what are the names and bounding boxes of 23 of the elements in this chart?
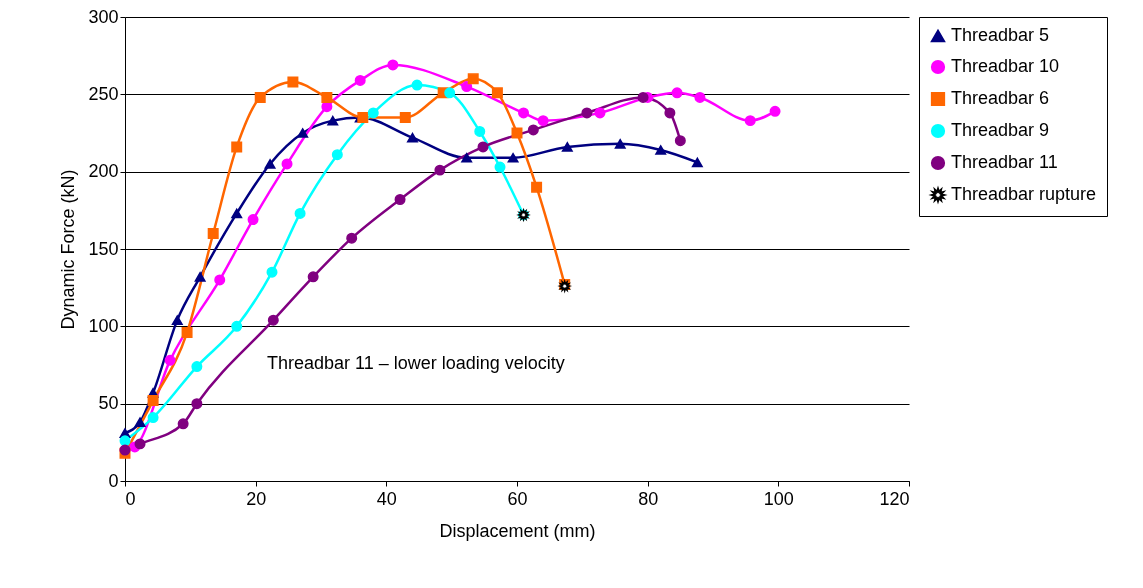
legend-label: Threadbar 6 <box>951 88 1050 108</box>
x-tick-label: 100 <box>763 488 794 509</box>
y-tick-label: 0 <box>108 470 119 491</box>
x-tick-label: 20 <box>246 488 267 509</box>
y-tick-label: 300 <box>88 6 119 27</box>
legend-label: Threadbar 10 <box>951 56 1060 76</box>
x-tick-label: 120 <box>879 488 910 509</box>
y-tick-label: 150 <box>88 238 119 259</box>
legend-label: Threadbar 11 <box>951 152 1058 172</box>
annotation: Threadbar 11 – lower loading velocity <box>267 353 565 373</box>
y-tick-label: 100 <box>88 315 119 336</box>
x-tick-label: 60 <box>507 488 528 509</box>
x-axis-title: Displacement (mm) <box>439 520 596 541</box>
y-axis-title: Dynamic Force (kN) <box>58 169 79 330</box>
x-tick-label: 0 <box>125 488 136 509</box>
y-tick-label: 250 <box>88 83 119 104</box>
y-tick-label: 200 <box>88 161 119 182</box>
legend-label: Threadbar 9 <box>951 120 1050 140</box>
x-tick-label: 80 <box>638 488 659 509</box>
legend-label: Threadbar 5 <box>951 25 1050 45</box>
y-tick-label: 50 <box>98 393 119 414</box>
x-tick-label: 40 <box>376 488 397 509</box>
legend-label: Threadbar rupture <box>951 184 1097 204</box>
